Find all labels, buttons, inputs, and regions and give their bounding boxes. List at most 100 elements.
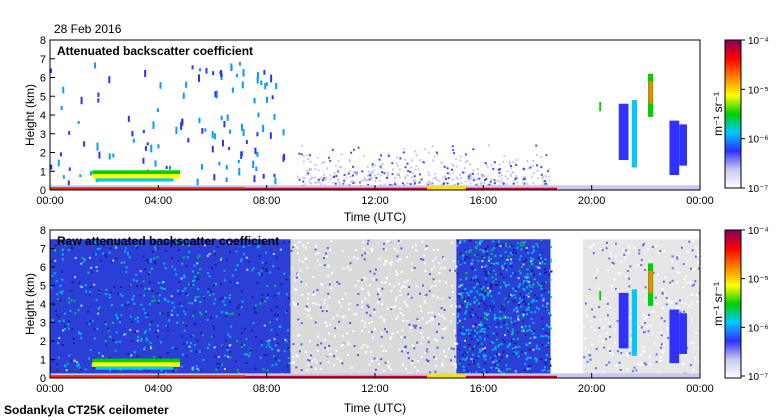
noise-pixel xyxy=(479,330,482,333)
clutter xyxy=(393,183,396,186)
clear-pixel xyxy=(390,306,393,309)
noise-pixel xyxy=(229,335,232,338)
noise-pixel xyxy=(110,260,113,263)
clutter xyxy=(406,174,409,177)
clear-pixel xyxy=(383,328,386,331)
clear-pixel xyxy=(435,330,438,333)
noise-pixel xyxy=(481,348,484,351)
clutter xyxy=(419,179,422,182)
clutter xyxy=(406,181,409,184)
noise-pixel xyxy=(74,276,77,279)
noise-pixel xyxy=(492,301,495,304)
clutter xyxy=(310,177,313,180)
clear-pixel xyxy=(354,284,357,287)
noise-pixel xyxy=(510,293,513,296)
clutter xyxy=(341,183,344,186)
clutter xyxy=(493,182,496,185)
noise-pixel xyxy=(171,301,174,304)
noise-pixel xyxy=(160,369,163,372)
noise-pixel xyxy=(479,248,482,251)
noise-pixel xyxy=(535,360,538,363)
clutter xyxy=(490,164,493,167)
clear-pixel xyxy=(406,305,409,308)
noise-pixel xyxy=(190,283,193,286)
noise-pixel xyxy=(93,328,96,331)
noise-pixel xyxy=(470,266,473,269)
clutter xyxy=(307,158,310,161)
noise-pixel xyxy=(474,286,477,289)
noise-pixel xyxy=(240,260,243,263)
clutter xyxy=(448,173,451,176)
noise-pixel xyxy=(119,293,122,296)
noise-pixel xyxy=(492,280,495,283)
clutter xyxy=(379,184,382,187)
clutter xyxy=(440,183,443,186)
clear-pixel xyxy=(404,345,407,348)
clear-pixel xyxy=(332,317,335,320)
clear-pixel xyxy=(616,320,619,323)
noise-pixel xyxy=(137,335,140,338)
noise-pixel xyxy=(545,323,548,326)
noise-pixel xyxy=(502,276,505,279)
clutter xyxy=(398,168,401,171)
clutter xyxy=(371,165,374,168)
clear-pixel xyxy=(338,282,341,285)
clear-pixel xyxy=(310,366,313,369)
clutter xyxy=(363,176,366,179)
noise-pixel xyxy=(97,312,100,315)
noise-pixel xyxy=(522,287,525,290)
noise-pixel xyxy=(266,294,269,297)
clutter xyxy=(383,183,386,186)
clutter xyxy=(407,169,410,172)
speckle xyxy=(89,171,92,176)
noise-pixel xyxy=(538,284,541,287)
clear-pixel xyxy=(306,369,309,372)
noise-pixel xyxy=(266,369,269,372)
clear-pixel xyxy=(373,308,376,311)
noise-pixel xyxy=(510,265,513,268)
noise-pixel xyxy=(476,283,479,286)
noise-pixel xyxy=(488,291,491,294)
noise-pixel xyxy=(228,345,231,348)
clutter xyxy=(368,178,371,181)
clear-pixel xyxy=(620,260,623,263)
noise-pixel xyxy=(547,342,550,345)
clear-pixel xyxy=(306,266,309,269)
speckle xyxy=(257,112,260,118)
clear-pixel xyxy=(376,293,379,296)
clear-pixel xyxy=(316,259,319,262)
noise-pixel xyxy=(61,278,64,281)
noise-pixel xyxy=(264,239,267,242)
clutter xyxy=(472,148,475,151)
noise-pixel xyxy=(148,271,151,274)
clear-pixel xyxy=(363,258,366,261)
clutter xyxy=(340,165,343,168)
noise-pixel xyxy=(475,241,478,244)
noise-pixel xyxy=(220,258,223,261)
clear-pixel xyxy=(609,251,612,254)
noise-pixel xyxy=(99,259,102,262)
clear-pixel xyxy=(427,336,430,339)
clear-pixel xyxy=(671,259,674,262)
clear-pixel xyxy=(455,334,458,337)
noise-pixel xyxy=(119,368,122,371)
clutter xyxy=(333,172,336,175)
clutter xyxy=(338,166,341,169)
noise-pixel xyxy=(229,344,232,347)
clear-pixel xyxy=(356,304,359,307)
noise-pixel xyxy=(490,264,493,267)
noise-pixel xyxy=(275,306,278,309)
clear-pixel xyxy=(656,302,659,305)
clutter xyxy=(540,166,543,169)
clutter xyxy=(506,177,509,180)
speckle xyxy=(256,151,259,157)
noise-pixel xyxy=(466,369,469,372)
noise-pixel xyxy=(287,356,290,359)
noise-pixel xyxy=(157,302,160,305)
clear-pixel xyxy=(290,249,293,252)
noise-pixel xyxy=(473,345,476,348)
noise-pixel xyxy=(229,356,232,359)
noise-pixel xyxy=(522,295,525,298)
clear-pixel xyxy=(619,368,622,371)
clutter xyxy=(379,165,382,168)
